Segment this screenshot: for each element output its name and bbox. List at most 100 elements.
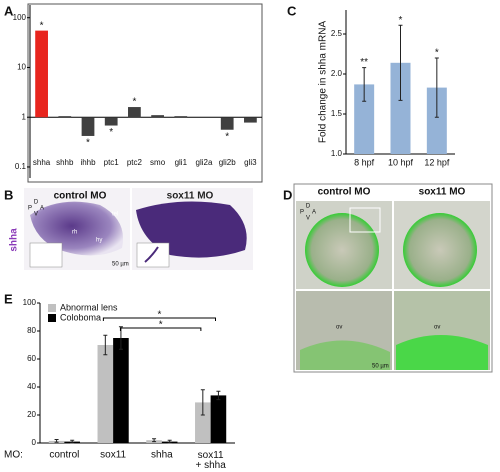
error-bar — [152, 438, 157, 443]
annotation: ov — [434, 325, 440, 331]
x-tick-label: shhb — [56, 158, 74, 167]
annotation: ov — [336, 325, 342, 331]
bar — [128, 107, 141, 118]
x-tick-label: gli2b — [219, 158, 236, 167]
bar — [58, 116, 72, 118]
orientation: V — [34, 212, 38, 218]
panel-label: C — [287, 3, 297, 18]
error-bar — [434, 57, 439, 118]
x-tick-label: control — [49, 450, 79, 461]
x-tick-label: sox11 — [100, 450, 126, 461]
orientation: D — [306, 204, 311, 210]
y-tick-label: 10 — [17, 63, 26, 72]
y-tick-label: 20 — [27, 410, 36, 419]
x-tick-label: gli3 — [244, 158, 257, 167]
y-tick-label: 100 — [13, 13, 27, 22]
scale-bar: 50 µm — [372, 364, 389, 370]
annotation: * — [225, 131, 229, 142]
error-bar — [362, 67, 367, 102]
annotation: * — [435, 48, 439, 59]
bar — [104, 117, 118, 126]
bar — [220, 117, 234, 130]
x-tick-label: ptc2 — [127, 158, 143, 167]
scale-bar: 50 µm — [112, 262, 129, 268]
bar — [81, 117, 95, 136]
green-signal — [396, 335, 488, 370]
x-tick-label: smo — [150, 158, 166, 167]
y-tick-label: 2.5 — [331, 29, 343, 38]
y-tick-label: 2.0 — [331, 69, 343, 78]
orientation: A — [40, 206, 44, 212]
orientation: D — [34, 200, 39, 206]
annotation: * — [109, 127, 113, 138]
image-title: sox11 MO — [167, 191, 214, 202]
bar — [390, 62, 411, 154]
panel-label: A — [4, 3, 14, 18]
bar — [151, 115, 164, 118]
significance-bracket — [119, 327, 202, 331]
significance-bracket — [102, 317, 216, 321]
x-tick-label: gli1 — [175, 158, 188, 167]
y-tick-label: 0.1 — [15, 162, 27, 171]
stain-label: shha — [9, 228, 20, 252]
panel-label: E — [4, 291, 13, 306]
error-bar — [200, 389, 205, 416]
error-bar — [54, 439, 59, 443]
annotation: hy — [96, 238, 102, 244]
legend-label: Abnormal lens — [60, 302, 118, 312]
error-bar — [103, 334, 108, 356]
bar — [195, 402, 211, 443]
bar — [210, 395, 227, 443]
embryo — [305, 213, 379, 287]
error-bar — [167, 439, 172, 444]
error-bar — [216, 390, 221, 401]
green-signal — [300, 340, 390, 370]
y-tick-label: 100 — [23, 298, 37, 307]
image-title: control MO — [54, 191, 107, 202]
annotation: tel — [112, 212, 118, 218]
image-title: sox11 MO — [419, 187, 466, 198]
x-tick-label: sox11 + shha — [195, 450, 226, 471]
embryo — [403, 213, 477, 287]
embryo — [30, 201, 124, 256]
annotation: * — [399, 15, 403, 26]
bar — [113, 338, 129, 443]
y-tick-label: 60 — [27, 354, 36, 363]
significance-label: * — [157, 310, 161, 321]
y-tick-label: 0 — [32, 438, 37, 447]
x-tick-line: sox11 — [198, 450, 224, 461]
error-bar — [70, 439, 75, 444]
axis-prefix: MO: — [4, 450, 23, 461]
y-tick-label: 1 — [22, 112, 27, 121]
bar — [244, 117, 257, 123]
bar — [354, 84, 375, 154]
x-tick-label: 12 hpf — [424, 157, 450, 167]
x-tick-label: ihhb — [80, 158, 96, 167]
x-tick-label: 10 hpf — [388, 157, 414, 167]
annotation: * — [40, 20, 44, 31]
orientation: P — [28, 206, 32, 212]
y-axis-label: Fold change in shha mRNA — [318, 21, 329, 144]
image-title: control MO — [318, 187, 371, 198]
inset — [29, 242, 63, 268]
legend-label: Coloboma — [60, 312, 101, 322]
y-tick-label: 1.5 — [331, 109, 343, 118]
annotation: ** — [360, 57, 368, 68]
orientation: P — [300, 210, 304, 216]
y-tick-label: 80 — [27, 326, 36, 335]
x-tick-label: shha — [33, 158, 51, 167]
x-tick-label: ptc1 — [104, 158, 120, 167]
legend-swatch — [48, 304, 56, 312]
bar — [35, 30, 48, 118]
bar — [426, 87, 447, 154]
x-tick-line: + shha — [195, 460, 226, 471]
orientation: V — [306, 216, 310, 222]
annotation: * — [86, 138, 90, 149]
significance-label: * — [159, 320, 163, 331]
x-tick-label: 8 hpf — [354, 157, 375, 167]
annotation: * — [132, 97, 136, 108]
inset-box — [349, 207, 381, 233]
orientation: A — [312, 210, 316, 216]
